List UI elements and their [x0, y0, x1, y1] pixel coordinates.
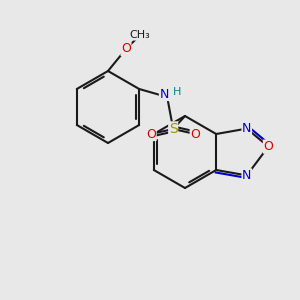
- Text: N: N: [242, 169, 251, 182]
- Text: H: H: [173, 87, 182, 97]
- Text: N: N: [160, 88, 169, 100]
- Text: O: O: [146, 128, 156, 140]
- Text: O: O: [121, 43, 131, 56]
- Text: O: O: [263, 140, 273, 153]
- Text: N: N: [242, 122, 251, 135]
- Text: CH₃: CH₃: [130, 30, 150, 40]
- Text: O: O: [190, 128, 200, 140]
- Text: S: S: [169, 122, 178, 136]
